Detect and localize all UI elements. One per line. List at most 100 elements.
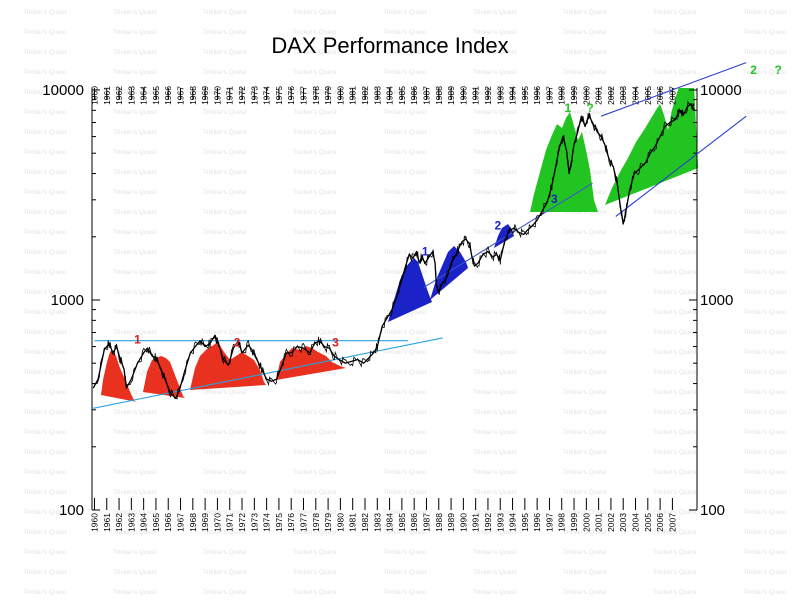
watermark-text-245: Tricker's Quest	[203, 549, 246, 556]
watermark-text-217: Tricker's Quest	[113, 489, 156, 496]
watermark-text-31: Tricker's Quest	[383, 69, 426, 76]
watermark-text-10: Tricker's Quest	[113, 29, 156, 36]
x-tick-label-bottom-28: 1988	[434, 513, 444, 532]
watermark-text-103: Tricker's Quest	[383, 229, 426, 236]
watermark-text-169: Tricker's Quest	[653, 369, 696, 376]
watermark-text-136: Tricker's Quest	[113, 309, 156, 316]
watermark-text-213: Tricker's Quest	[563, 469, 606, 476]
watermark-text-201: Tricker's Quest	[293, 449, 336, 456]
watermark-text-183: Tricker's Quest	[293, 409, 336, 416]
x-tick-label-top-44: 2004	[631, 86, 641, 105]
annotation-label-4: 2	[494, 218, 501, 232]
annotation-label-2: 3	[332, 336, 339, 350]
y-tick-label-right-0: 100	[700, 502, 725, 519]
x-tick-label-bottom-17: 1977	[299, 513, 309, 532]
watermark-text-112: Tricker's Quest	[383, 249, 426, 256]
watermark-text-19: Tricker's Quest	[113, 49, 156, 56]
watermark-text-63: Tricker's Quest	[23, 149, 66, 156]
watermark-text-99: Tricker's Quest	[23, 229, 66, 236]
x-tick-label-bottom-14: 1974	[262, 513, 272, 532]
watermark-text-98: Tricker's Quest	[743, 209, 786, 216]
watermark-text-212: Tricker's Quest	[473, 469, 516, 476]
x-tick-label-bottom-23: 1983	[372, 513, 382, 532]
watermark-text-243: Tricker's Quest	[23, 549, 66, 556]
watermark-text-75: Tricker's Quest	[293, 169, 336, 176]
x-tick-label-top-19: 1979	[323, 86, 333, 105]
watermark-text-106: Tricker's Quest	[653, 229, 696, 236]
watermark-text-153: Tricker's Quest	[23, 349, 66, 356]
x-tick-label-top-38: 1998	[557, 86, 567, 105]
watermark-text-246: Tricker's Quest	[293, 549, 336, 556]
watermark-text-13: Tricker's Quest	[383, 29, 426, 36]
x-tick-label-bottom-0: 1960	[89, 513, 99, 532]
watermark-text-27: Tricker's Quest	[23, 69, 66, 76]
annotation-label-1: 2	[234, 336, 241, 350]
watermark-text-104: Tricker's Quest	[473, 229, 516, 236]
watermark-text-215: Tricker's Quest	[743, 469, 786, 476]
annotation-layer: 1 2 3 1 2 3 1 ? 2?	[134, 63, 782, 349]
watermark-text-225: Tricker's Quest	[23, 509, 66, 516]
watermark-text-101: Tricker's Quest	[203, 229, 246, 236]
watermark-text-71: Tricker's Quest	[743, 149, 786, 156]
watermark-text-109: Tricker's Quest	[113, 249, 156, 256]
watermark-text-122: Tricker's Quest	[473, 269, 516, 276]
watermark-text-263: Tricker's Quest	[203, 589, 246, 596]
x-tick-label-top-18: 1978	[311, 86, 321, 105]
x-tick-label-bottom-20: 1980	[335, 513, 345, 532]
x-tick-label-top-6: 1966	[163, 86, 173, 105]
x-tick-label-top-5: 1965	[151, 86, 161, 105]
watermark-text-188: Tricker's Quest	[743, 409, 786, 416]
watermark-text-172: Tricker's Quest	[113, 389, 156, 396]
watermark-text-81: Tricker's Quest	[23, 189, 66, 196]
watermark-text-216: Tricker's Quest	[23, 489, 66, 496]
trend-line-4	[600, 62, 747, 117]
watermark-text-186: Tricker's Quest	[563, 409, 606, 416]
watermark-text-47: Tricker's Quest	[203, 109, 246, 116]
watermark-text-62: Tricker's Quest	[743, 129, 786, 136]
x-tick-label-top-41: 2001	[594, 86, 604, 105]
watermark-text-221: Tricker's Quest	[473, 489, 516, 496]
watermark-text-95: Tricker's Quest	[473, 209, 516, 216]
watermark-text-49: Tricker's Quest	[383, 109, 426, 116]
watermark-text-205: Tricker's Quest	[653, 449, 696, 456]
x-tick-label-top-27: 1987	[421, 86, 431, 105]
watermark-text-2: Tricker's Quest	[203, 9, 246, 16]
watermark-text-88: Tricker's Quest	[653, 189, 696, 196]
watermark-text-76: Tricker's Quest	[383, 169, 426, 176]
x-tick-label-bottom-40: 2000	[581, 513, 591, 532]
y-tick-label-left-0: 100	[59, 502, 84, 519]
watermark-text-91: Tricker's Quest	[113, 209, 156, 216]
watermark-text-149: Tricker's Quest	[473, 329, 516, 336]
watermark-text-84: Tricker's Quest	[293, 189, 336, 196]
watermark-text-7: Tricker's Quest	[653, 9, 696, 16]
watermark-text-166: Tricker's Quest	[383, 369, 426, 376]
watermark-text-162: Tricker's Quest	[23, 369, 66, 376]
watermark-text-155: Tricker's Quest	[203, 349, 246, 356]
y-tick-label-right-2: 10000	[700, 82, 742, 99]
watermark-text-8: Tricker's Quest	[743, 9, 786, 16]
watermark-text-197: Tricker's Quest	[743, 429, 786, 436]
annotation-label-6: 1	[565, 101, 572, 115]
x-tick-label-top-2: 1962	[114, 86, 124, 105]
watermark-text-151: Tricker's Quest	[653, 329, 696, 336]
x-tick-label-bottom-30: 1990	[458, 513, 468, 532]
watermark-text-131: Tricker's Quest	[473, 289, 516, 296]
y-tick-label-left-2: 10000	[42, 82, 84, 99]
watermark-text-204: Tricker's Quest	[563, 449, 606, 456]
watermark-text-117: Tricker's Quest	[23, 269, 66, 276]
x-tick-label-bottom-29: 1989	[446, 513, 456, 532]
watermark-text-230: Tricker's Quest	[473, 509, 516, 516]
watermark-text-110: Tricker's Quest	[203, 249, 246, 256]
watermark-text-261: Tricker's Quest	[23, 589, 66, 596]
x-tick-label-bottom-43: 2003	[618, 513, 628, 532]
watermark-text-32: Tricker's Quest	[473, 69, 516, 76]
x-tick-label-bottom-7: 1967	[176, 513, 186, 532]
watermark-text-35: Tricker's Quest	[743, 69, 786, 76]
watermark-text-182: Tricker's Quest	[203, 409, 246, 416]
watermark-text-190: Tricker's Quest	[113, 429, 156, 436]
watermark-text-3: Tricker's Quest	[293, 9, 336, 16]
watermark-text-56: Tricker's Quest	[203, 129, 246, 136]
x-tick-label-bottom-8: 1968	[188, 513, 198, 532]
watermark-text-82: Tricker's Quest	[113, 189, 156, 196]
x-tick-label-top-12: 1972	[237, 86, 247, 105]
